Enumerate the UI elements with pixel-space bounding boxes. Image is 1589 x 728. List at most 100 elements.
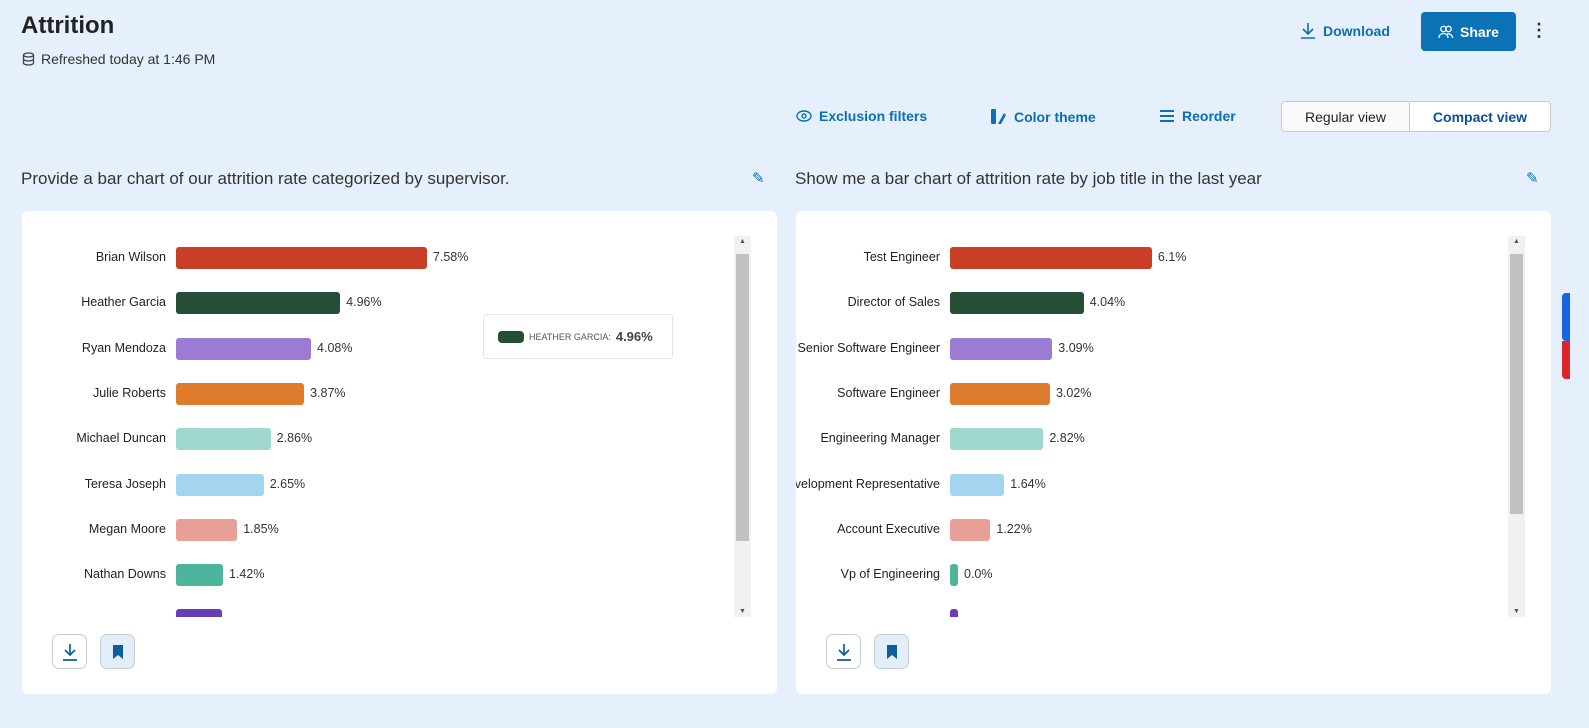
bar-row: Megan Moore 1.85% xyxy=(22,518,734,541)
scrollbar-thumb[interactable] xyxy=(736,254,749,541)
chart-panel-supervisor: Brian Wilson 7.58% Heather Garcia 4.96% Ryan… xyxy=(22,211,777,694)
bar-row: Michael Duncan 2.86% xyxy=(22,428,734,451)
category-label: Ryan Mendoza xyxy=(81,340,166,355)
bar-row: Senior Software Engineer 3.09% xyxy=(796,337,1508,360)
value-label: 4.96% xyxy=(346,295,382,310)
regular-view-button[interactable]: Regular view xyxy=(1282,102,1410,131)
value-label: 3.09% xyxy=(1058,340,1094,355)
bar[interactable] xyxy=(950,428,1044,451)
category-label: Test Engineer xyxy=(863,250,940,264)
bookmark-button[interactable] xyxy=(874,634,909,669)
category-label: Julie Roberts xyxy=(93,385,166,400)
bar[interactable] xyxy=(176,609,223,617)
bar[interactable] xyxy=(176,428,271,451)
download-chart-button[interactable] xyxy=(826,634,861,669)
download-label: Download xyxy=(1323,22,1390,39)
palette-icon xyxy=(991,109,1006,124)
share-button[interactable]: Share xyxy=(1421,12,1516,51)
bar[interactable] xyxy=(950,518,991,541)
download-button[interactable]: Download xyxy=(1300,22,1390,39)
bar[interactable] xyxy=(950,382,1050,405)
bar[interactable] xyxy=(176,292,341,315)
edit-icon[interactable]: ✎ xyxy=(752,170,765,187)
color-theme-button[interactable]: Color theme xyxy=(990,108,1096,125)
category-label: Teresa Joseph xyxy=(84,476,166,491)
category-label: Senior Software Engineer xyxy=(797,340,940,355)
scrollbar[interactable]: ▲ ▼ xyxy=(1508,236,1525,617)
category-label: Michael Duncan xyxy=(76,431,166,446)
download-icon xyxy=(62,643,77,661)
bar[interactable] xyxy=(176,337,312,360)
value-label: 2.86% xyxy=(276,431,313,446)
bar-row: Software Engineer 3.02% xyxy=(796,382,1508,405)
bookmark-icon xyxy=(886,644,897,659)
value-label: 1.85% xyxy=(243,521,279,536)
tooltip-swatch xyxy=(498,330,524,343)
side-tab[interactable] xyxy=(1562,293,1570,341)
category-label: Megan Moore xyxy=(88,521,166,536)
value-label: 3.02% xyxy=(1055,385,1092,400)
category-label: Sales Development Representative xyxy=(796,476,940,491)
bar[interactable] xyxy=(176,473,264,496)
bar[interactable] xyxy=(950,564,958,587)
bar[interactable] xyxy=(950,292,1084,315)
bar-row: Brian Wilson 7.58% xyxy=(22,247,734,269)
edit-icon[interactable]: ✎ xyxy=(1526,170,1539,187)
bar-row xyxy=(796,609,1508,617)
bookmark-icon xyxy=(112,644,123,659)
category-label: Account Executive xyxy=(837,521,940,536)
bar-row: Sales Development Representative 1.64% xyxy=(796,473,1508,496)
bar-row: Teresa Joseph 2.65% xyxy=(22,473,734,496)
exclusion-filters-button[interactable]: Exclusion filters xyxy=(796,108,927,124)
bar-row: Test Engineer 6.1% xyxy=(796,247,1508,269)
bar[interactable] xyxy=(176,382,305,405)
chart-question: Show me a bar chart of attrition rate by… xyxy=(795,169,1262,188)
bar[interactable] xyxy=(176,518,238,541)
scrollbar-thumb[interactable] xyxy=(1510,254,1523,514)
scrollbar[interactable]: ▲ ▼ xyxy=(734,236,751,617)
tooltip-value: 4.96% xyxy=(615,329,653,344)
bar-row: Heather Garcia 4.96% xyxy=(22,292,734,315)
download-chart-button[interactable] xyxy=(52,634,87,669)
download-icon xyxy=(1301,23,1315,39)
category-label: Software Engineer xyxy=(837,385,940,400)
color-theme-label: Color theme xyxy=(1014,108,1096,125)
value-label: 1.22% xyxy=(996,521,1032,536)
bar[interactable] xyxy=(950,473,1005,496)
share-label: Share xyxy=(1460,23,1499,40)
view-toggle: Regular view Compact view xyxy=(1281,101,1551,132)
more-options-icon[interactable]: ⋮ xyxy=(1530,20,1548,40)
bar[interactable] xyxy=(950,609,958,617)
chart-question: Provide a bar chart of our attrition rat… xyxy=(21,169,510,188)
bookmark-button[interactable] xyxy=(100,634,135,669)
category-label: Heather Garcia xyxy=(81,295,166,310)
bar[interactable] xyxy=(176,564,223,587)
eye-icon xyxy=(796,110,812,122)
bar-row: Engineering Manager 2.82% xyxy=(796,428,1508,451)
bar[interactable] xyxy=(950,247,1152,269)
compact-view-button[interactable]: Compact view xyxy=(1432,108,1528,125)
bar-row: Director of Sales 4.04% xyxy=(796,292,1508,315)
bar-row: Ryan Mendoza 4.08% xyxy=(22,337,734,360)
side-tab[interactable] xyxy=(1562,341,1570,379)
value-label: 7.58% xyxy=(432,250,469,264)
value-label: 2.65% xyxy=(269,476,306,491)
tooltip: HEATHER GARCIA: 4.96% xyxy=(483,314,673,359)
category-label: Nathan Downs xyxy=(84,567,166,582)
refreshed-text: Refreshed today at 1:46 PM xyxy=(41,51,216,67)
value-label: 3.87% xyxy=(310,385,346,400)
reorder-button[interactable]: Reorder xyxy=(1159,108,1236,124)
bar[interactable] xyxy=(176,247,427,269)
bar[interactable] xyxy=(950,337,1053,360)
bar-row: Nathan Downs 1.42% xyxy=(22,564,734,587)
database-icon xyxy=(22,52,35,66)
value-label: 4.08% xyxy=(317,340,353,355)
value-label: 1.42% xyxy=(229,567,265,582)
value-label: 1.64% xyxy=(1010,476,1046,491)
chart-panel-job-title: Test Engineer 6.1% Director of Sales 4.04% S… xyxy=(796,211,1551,694)
value-label: 4.04% xyxy=(1089,295,1126,310)
value-label: 0.0% xyxy=(964,567,993,582)
bar-row xyxy=(22,609,734,617)
tooltip-label: HEATHER GARCIA: xyxy=(529,331,611,342)
exclusion-filters-label: Exclusion filters xyxy=(819,108,928,124)
